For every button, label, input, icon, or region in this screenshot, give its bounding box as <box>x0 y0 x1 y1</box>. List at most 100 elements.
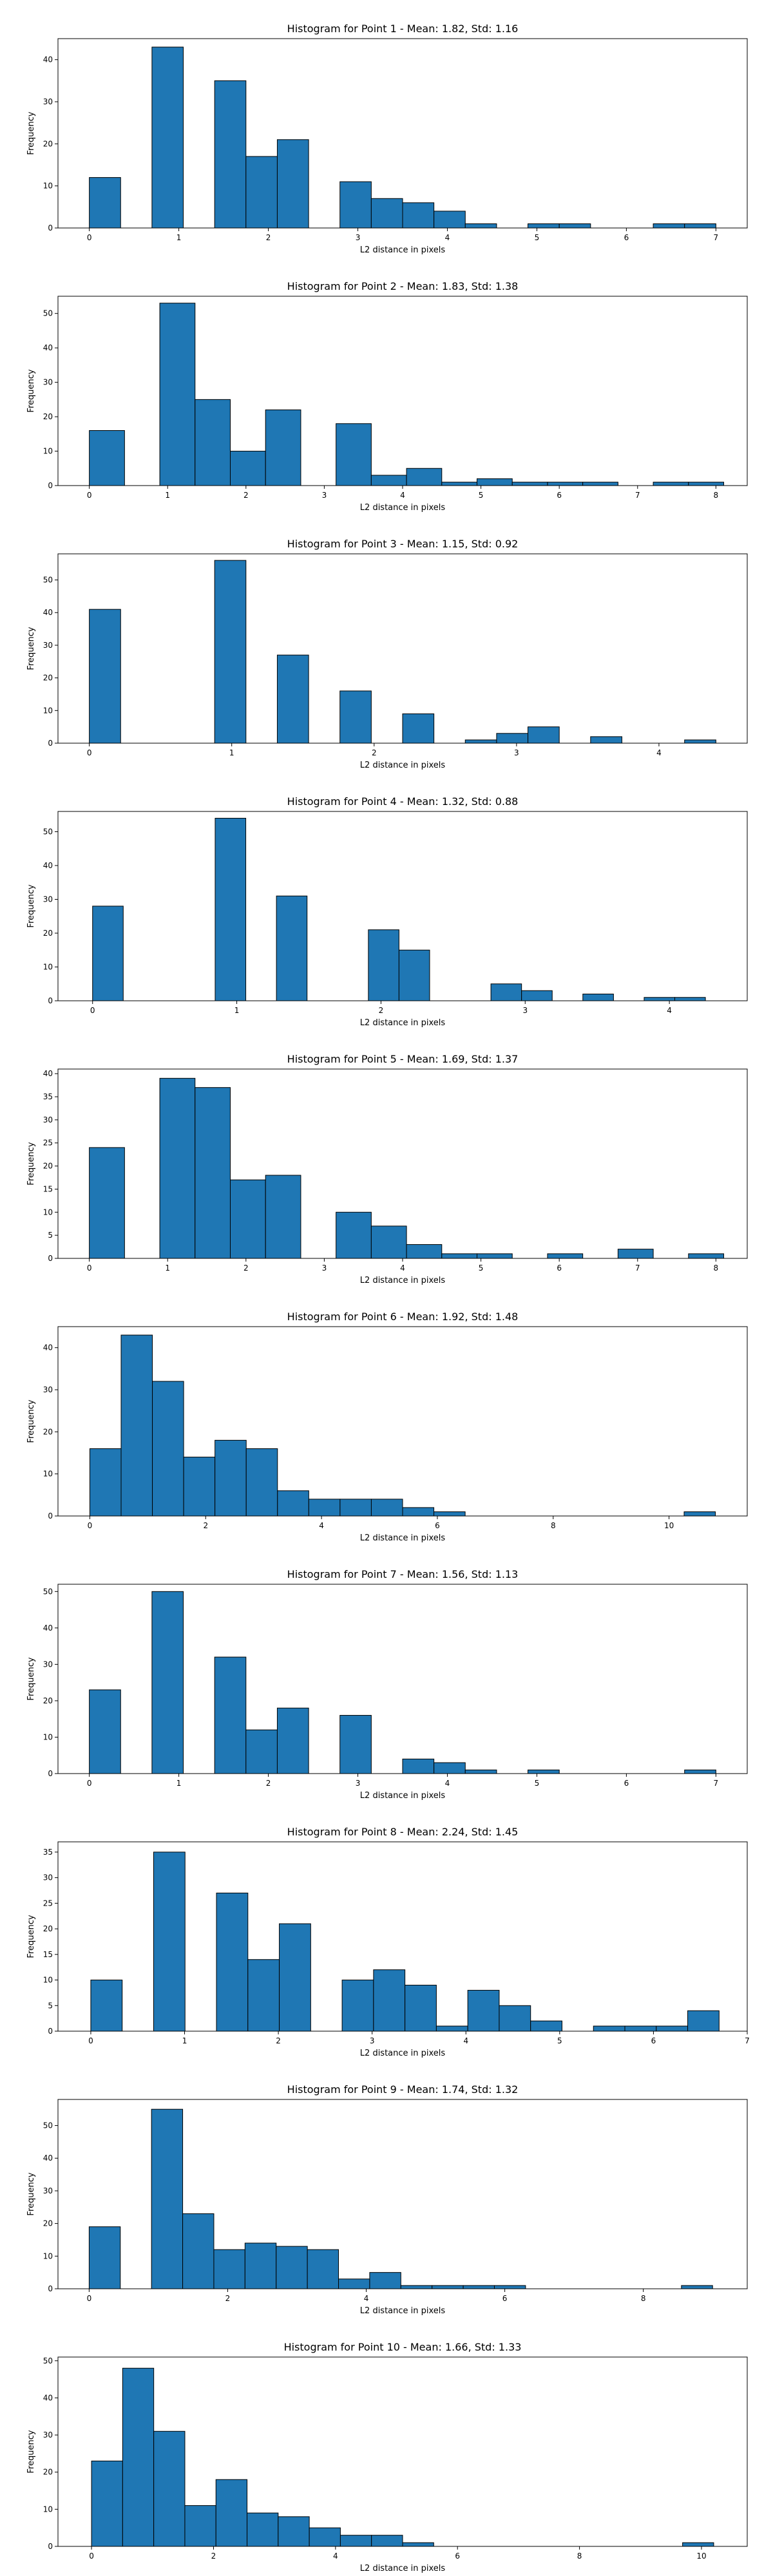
histogram-bar <box>245 156 278 229</box>
x-tick-label: 0 <box>89 2552 94 2561</box>
x-tick-label: 8 <box>641 2294 646 2303</box>
plot-frame <box>57 1841 748 2032</box>
y-tick-label: 20 <box>43 929 53 938</box>
y-tick-label: 40 <box>43 2154 53 2163</box>
y-tick-label: 30 <box>43 2186 53 2195</box>
x-tick-label: 10 <box>664 1521 674 1530</box>
histogram-bar <box>405 1984 437 2032</box>
chart-title: Histogram for Point 9 - Mean: 1.74, Std:… <box>287 2083 519 2096</box>
histogram-bar <box>398 949 430 1001</box>
y-tick-label: 30 <box>43 895 53 904</box>
x-tick-label: 2 <box>211 2552 216 2561</box>
histogram-bar <box>687 2010 720 2032</box>
y-tick-label: 30 <box>43 97 53 106</box>
histogram-bar <box>370 198 403 229</box>
histogram-bar <box>195 1087 231 1259</box>
histogram-bar <box>214 1656 247 1774</box>
histogram-chart-3: Histogram for Point 3 - Mean: 1.15, Std:… <box>26 538 748 770</box>
histogram-bar <box>247 2512 279 2547</box>
x-tick-label: 3 <box>322 1264 327 1273</box>
x-tick-label: 0 <box>87 491 92 500</box>
x-tick-label: 2 <box>203 1521 208 1530</box>
x-tick-label: 5 <box>479 1264 484 1273</box>
histogram-bar <box>88 2226 121 2289</box>
histogram-bar <box>214 560 247 744</box>
histogram-bar <box>681 2285 713 2289</box>
x-tick-label: 7 <box>714 233 719 242</box>
histogram-chart-6: Histogram for Point 6 - Mean: 1.92, Std:… <box>26 1311 748 1543</box>
histogram-bar <box>441 482 478 486</box>
x-tick-label: 2 <box>243 1264 249 1273</box>
x-tick-label: 0 <box>87 748 92 757</box>
histogram-bar <box>122 2367 155 2547</box>
histogram-bar <box>338 2278 370 2289</box>
histogram-bar <box>683 1511 716 1517</box>
plot-frame <box>57 38 748 229</box>
histogram-bar <box>490 983 522 1001</box>
histogram-bar <box>91 2460 123 2547</box>
histogram-bar <box>244 2242 277 2289</box>
y-tick-label: 10 <box>43 182 53 191</box>
histogram-bar <box>265 1175 301 1259</box>
histogram-bar <box>434 1762 466 1774</box>
x-tick-label: 4 <box>333 2552 338 2561</box>
y-tick-label: 40 <box>43 343 53 352</box>
histogram-bar <box>265 409 301 486</box>
y-tick-label: 20 <box>43 1696 53 1705</box>
y-tick-label: 0 <box>48 996 53 1005</box>
histogram-bar <box>624 2025 657 2032</box>
histogram-bar <box>370 1499 403 1517</box>
x-tick-label: 7 <box>635 1264 640 1273</box>
y-tick-label: 40 <box>43 2393 53 2402</box>
histogram-chart-10: Histogram for Point 10 - Mean: 1.66, Std… <box>26 2341 748 2573</box>
y-tick-label: 20 <box>43 2468 53 2477</box>
x-tick-label: 1 <box>177 1779 182 1788</box>
y-tick-label: 20 <box>43 139 53 148</box>
histogram-bar <box>558 223 591 229</box>
histogram-chart-8: Histogram for Point 8 - Mean: 2.24, Std:… <box>26 1826 750 2058</box>
x-tick-label: 0 <box>87 2294 92 2303</box>
x-axis-label: L2 distance in pixels <box>360 2564 446 2573</box>
histogram-bar <box>656 2025 689 2032</box>
y-axis-label: Frequency <box>26 111 36 155</box>
histogram-bar <box>432 2285 464 2289</box>
chart-title: Histogram for Point 1 - Mean: 1.82, Std:… <box>287 23 519 35</box>
x-tick-label: 6 <box>502 2294 508 2303</box>
histogram-bar <box>684 739 716 744</box>
histogram-bar <box>464 739 497 744</box>
histogram-bar <box>89 1147 125 1259</box>
x-tick-label: 1 <box>182 2036 187 2045</box>
histogram-bar <box>373 1969 406 2032</box>
histogram-bar <box>159 303 196 486</box>
y-tick-label: 50 <box>43 828 53 837</box>
y-tick-label: 35 <box>43 1848 53 1857</box>
x-axis-label: L2 distance in pixels <box>360 2306 446 2316</box>
x-tick-label: 1 <box>165 491 170 500</box>
x-tick-label: 2 <box>372 748 377 757</box>
histogram-bar <box>590 736 622 744</box>
histogram-bar <box>339 690 372 744</box>
histogram-bar <box>92 905 124 1001</box>
y-tick-label: 30 <box>43 1660 53 1669</box>
x-tick-label: 10 <box>696 2552 706 2561</box>
histogram-bar <box>215 1439 247 1517</box>
histogram-bar <box>684 223 716 229</box>
x-tick-label: 3 <box>356 1779 361 1788</box>
y-tick-label: 15 <box>43 1950 53 1959</box>
y-axis-label: Frequency <box>26 627 36 670</box>
histogram-bar <box>247 1959 280 2032</box>
y-tick-label: 10 <box>43 2505 53 2514</box>
y-tick-label: 20 <box>43 2219 53 2228</box>
histogram-bar <box>435 2025 468 2032</box>
histogram-bar <box>336 1211 372 1259</box>
x-tick-label: 1 <box>177 233 182 242</box>
chart-title: Histogram for Point 4 - Mean: 1.32, Std:… <box>287 795 519 808</box>
x-tick-label: 5 <box>535 233 540 242</box>
y-tick-label: 0 <box>48 739 53 748</box>
histogram-bar <box>120 1334 153 1517</box>
x-tick-label: 3 <box>522 1006 528 1015</box>
y-tick-label: 30 <box>43 1115 53 1124</box>
y-tick-label: 40 <box>43 1069 53 1078</box>
x-axis-label: L2 distance in pixels <box>360 245 446 255</box>
plot-frame <box>57 2356 748 2547</box>
